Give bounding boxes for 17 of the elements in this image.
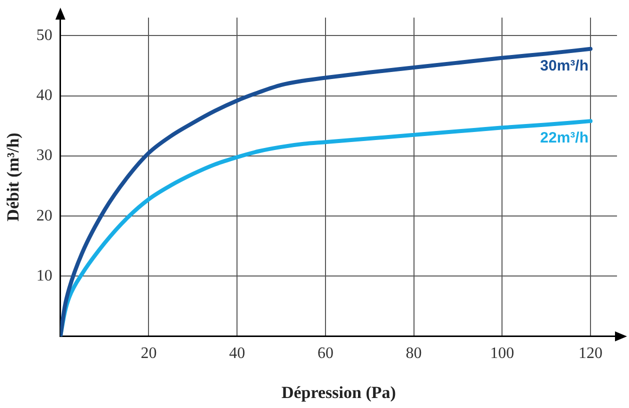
y-axis-title: Débit (m³/h): [4, 132, 23, 222]
x-axis-title: Dépression (Pa): [281, 383, 396, 402]
y-tick-label: 10: [36, 267, 52, 284]
y-tick-label: 40: [36, 87, 52, 104]
x-tick-label: 60: [317, 345, 334, 362]
line-series: [60, 46, 592, 336]
series-label: 22m³/h: [540, 130, 588, 147]
y-tick-label: 20: [36, 207, 52, 224]
x-tick-label: 120: [578, 345, 602, 362]
x-tick-label: 40: [229, 345, 246, 362]
x-tick-label: 20: [140, 345, 157, 362]
y-tick-label: 50: [36, 26, 52, 44]
series-label: 30m³/h: [540, 58, 588, 75]
line-series: [60, 119, 592, 336]
x-tick-label: 100: [490, 345, 514, 362]
x-tick-label: 80: [406, 345, 422, 362]
y-tick-label: 30: [36, 147, 52, 164]
